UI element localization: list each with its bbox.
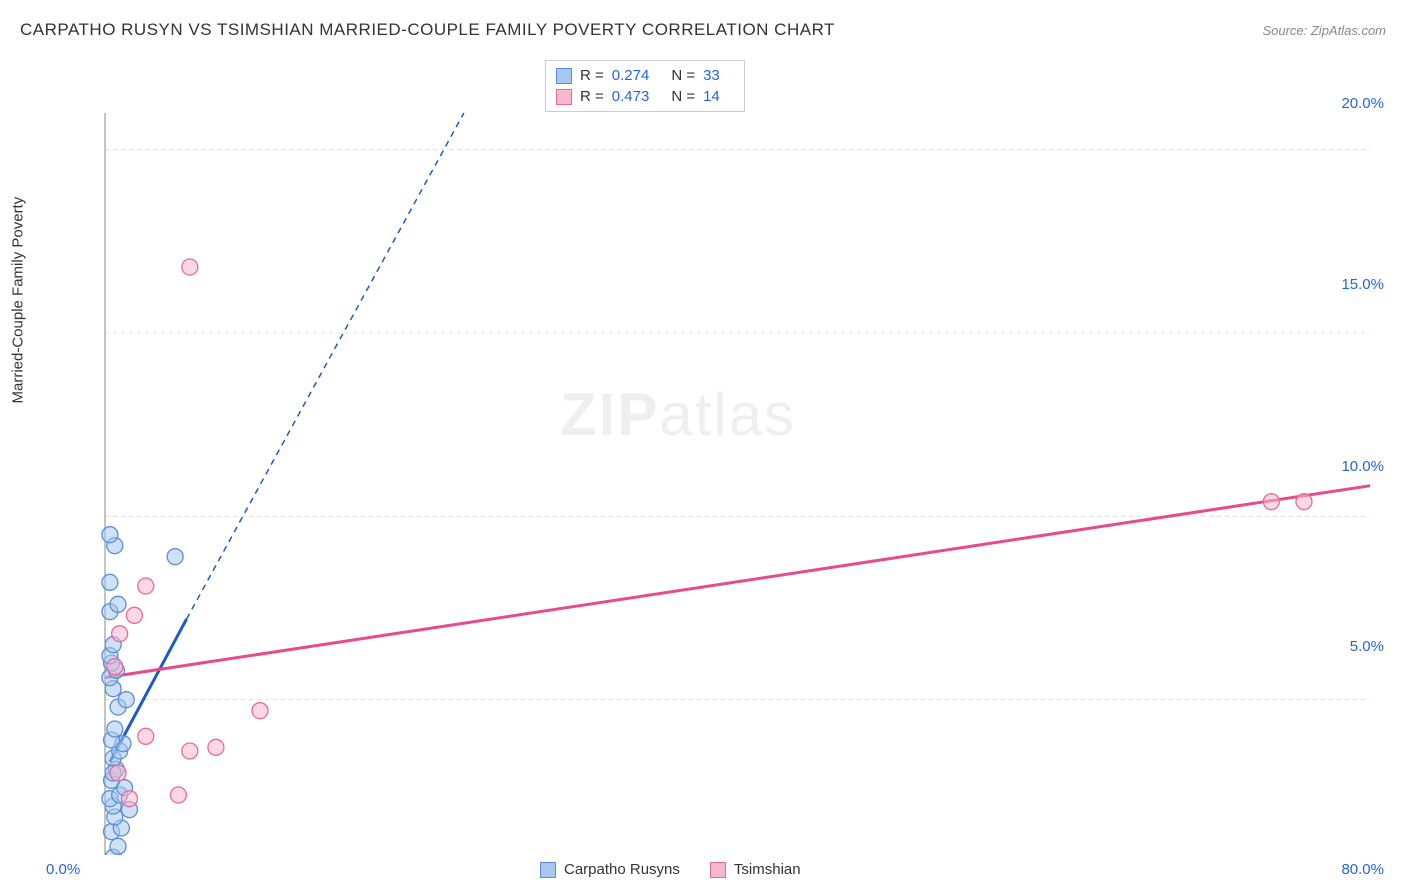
- stats-legend-row: R = 0.473 N = 14: [556, 86, 734, 107]
- stats-legend-row: R = 0.274 N = 33: [556, 65, 734, 86]
- legend-swatch-pink: [556, 89, 572, 105]
- legend-item: Carpatho Rusyns: [540, 861, 680, 878]
- n-label: N =: [671, 88, 695, 105]
- r-value: 0.473: [612, 88, 650, 105]
- n-label: N =: [671, 67, 695, 84]
- y-tick-label: 10.0%: [1341, 458, 1384, 475]
- legend-swatch-pink: [710, 862, 726, 878]
- n-value: 14: [703, 88, 720, 105]
- y-tick-label: 15.0%: [1341, 276, 1384, 293]
- stats-legend: R = 0.274 N = 33 R = 0.473 N = 14: [545, 60, 745, 112]
- y-axis-label: Married-Couple Family Poverty: [10, 197, 27, 404]
- legend-label: Tsimshian: [734, 861, 801, 878]
- series-legend: Carpatho Rusyns Tsimshian: [540, 861, 801, 878]
- chart-title: CARPATHO RUSYN VS TSIMSHIAN MARRIED-COUP…: [20, 20, 835, 40]
- n-value: 33: [703, 67, 720, 84]
- y-tick-label: 5.0%: [1350, 638, 1384, 655]
- r-label: R =: [580, 67, 604, 84]
- legend-swatch-blue: [556, 68, 572, 84]
- y-tick-label: 20.0%: [1341, 95, 1384, 112]
- r-value: 0.274: [612, 67, 650, 84]
- chart-svg: [50, 55, 1370, 855]
- legend-swatch-blue: [540, 862, 556, 878]
- chart-area: [50, 55, 1370, 855]
- legend-item: Tsimshian: [710, 861, 801, 878]
- chart-header: CARPATHO RUSYN VS TSIMSHIAN MARRIED-COUP…: [20, 20, 1386, 40]
- chart-source: Source: ZipAtlas.com: [1262, 23, 1386, 38]
- x-tick-label: 80.0%: [1341, 861, 1384, 878]
- x-tick-label: 0.0%: [46, 861, 80, 878]
- legend-label: Carpatho Rusyns: [564, 861, 680, 878]
- r-label: R =: [580, 88, 604, 105]
